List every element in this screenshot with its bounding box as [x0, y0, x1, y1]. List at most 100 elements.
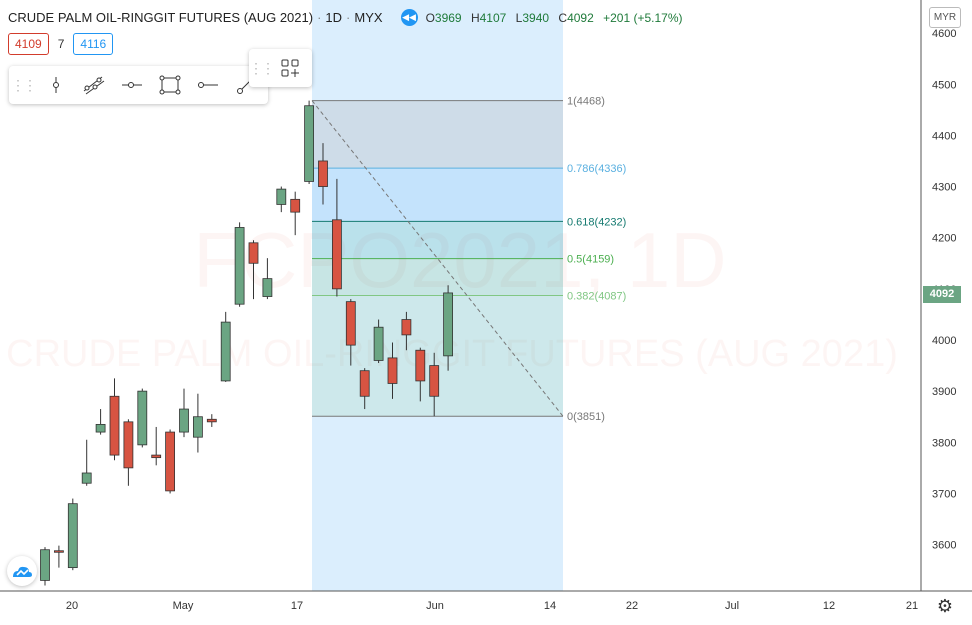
separator-dot: · — [346, 10, 351, 25]
candle — [359, 368, 370, 410]
object-tree-icon[interactable] — [273, 58, 307, 78]
candle-body — [234, 227, 245, 305]
fib-zone — [312, 100, 563, 169]
exchange-label: MYX — [354, 10, 383, 25]
change-value: +201 (+5.17%) — [603, 10, 683, 25]
candle-body — [67, 503, 78, 569]
candle — [318, 143, 328, 205]
candle-body — [165, 431, 176, 492]
candle-body — [206, 418, 217, 423]
time-tick-label: 20 — [66, 600, 78, 612]
candle — [151, 426, 162, 466]
high-label: H — [470, 10, 480, 25]
candle-body — [151, 454, 162, 459]
price-tick-label: 3700 — [932, 488, 956, 500]
candle — [429, 352, 440, 417]
candle-body — [290, 198, 301, 213]
drag-handle-icon[interactable]: ⋮⋮ — [249, 59, 275, 76]
open-label: O — [425, 10, 435, 25]
rectangle-icon[interactable] — [151, 66, 189, 104]
interval-label[interactable]: 1D — [325, 10, 343, 25]
candle-body — [304, 105, 315, 182]
candle — [415, 347, 426, 402]
candle-body — [387, 357, 398, 384]
object-tree-panel: ⋮⋮ — [249, 49, 312, 87]
candle — [95, 409, 106, 435]
parallel-lines-icon[interactable] — [75, 66, 113, 104]
chart-header: CRUDE PALM OIL-RINGGIT FUTURES (AUG 2021… — [8, 9, 683, 26]
tradingview-cloud-icon[interactable] — [7, 556, 37, 586]
drag-handle-icon[interactable]: ⋮⋮ — [11, 76, 37, 93]
price-tick-label: 4200 — [932, 233, 956, 245]
candle — [220, 311, 231, 382]
last-price-label: 4092 — [923, 286, 961, 303]
time-tick-label: Jun — [426, 600, 444, 612]
price-tick-label: 3900 — [932, 386, 956, 398]
candle — [262, 258, 273, 300]
candle — [179, 388, 189, 438]
candle — [67, 498, 78, 571]
candle — [290, 191, 301, 236]
candle — [137, 388, 148, 448]
candle-body — [95, 423, 106, 433]
currency-badge[interactable]: MYR — [929, 7, 961, 28]
ohlc-values: O3969 H4107 L3940 C4092 +201 (+5.17%) — [426, 11, 683, 25]
horizontal-ray-icon[interactable] — [113, 66, 151, 104]
candle — [234, 222, 245, 307]
price-tick-label: 4300 — [932, 182, 956, 194]
horizontal-line-icon[interactable] — [189, 66, 227, 104]
candle-body — [248, 242, 259, 264]
candle — [304, 100, 315, 184]
fib-zone — [312, 221, 563, 259]
symbol-title[interactable]: CRUDE PALM OIL-RINGGIT FUTURES (AUG 2021… — [8, 10, 314, 25]
fib-level-label: 0.382(4087) — [567, 290, 626, 302]
candle-body — [429, 365, 440, 397]
candle-body — [359, 370, 370, 397]
separator-dot: · — [317, 10, 322, 25]
candle-body — [54, 550, 64, 553]
candle-body — [220, 321, 231, 382]
candle-body — [40, 549, 50, 581]
candle-body — [276, 188, 287, 205]
time-tick-label: 22 — [626, 600, 638, 612]
bid-ask-panel: 4109 7 4116 — [8, 33, 114, 55]
time-tick-label: 21 — [906, 600, 918, 612]
candle — [401, 311, 412, 351]
drawing-toolbar: ⋮⋮ — [9, 66, 268, 104]
low-label: L — [515, 10, 523, 25]
candle-body — [192, 416, 203, 438]
rewind-icon[interactable]: ◀◀ — [400, 9, 418, 26]
price-tick-label: 4400 — [932, 130, 956, 142]
fib-level-label: 0.5(4159) — [567, 254, 614, 266]
fib-level-label: 0.618(4232) — [567, 216, 626, 228]
time-tick-label: 14 — [544, 600, 556, 612]
gear-icon[interactable]: ⚙ — [936, 596, 954, 616]
bid-price-button[interactable]: 4109 — [8, 33, 49, 55]
vertical-line-icon[interactable] — [37, 66, 75, 104]
candle — [345, 299, 356, 366]
candle-body — [415, 349, 426, 382]
candle-body — [318, 160, 328, 187]
candle-body — [345, 301, 356, 346]
fib-level-label: 1(4468) — [567, 96, 605, 108]
candle-body — [373, 326, 384, 361]
candle — [54, 545, 64, 568]
time-tick-label: 12 — [823, 600, 835, 612]
close-value: 4092 — [567, 10, 594, 25]
fib-level-label: 0.786(4336) — [567, 163, 626, 175]
candle-body — [401, 319, 412, 336]
spread-value: 7 — [57, 37, 65, 51]
candle-body — [109, 395, 120, 456]
price-tick-label: 4500 — [932, 79, 956, 91]
time-tick-label: May — [173, 600, 194, 612]
candle — [443, 285, 454, 371]
low-value: 3940 — [522, 10, 550, 25]
candle-body — [123, 421, 134, 469]
candle-body — [443, 292, 454, 357]
ask-price-button[interactable]: 4116 — [73, 33, 114, 55]
price-tick-label: 4000 — [932, 335, 956, 347]
watermark-symbol: FCPO2021, 1D — [193, 216, 726, 304]
candle-body — [331, 219, 342, 290]
open-value: 3969 — [434, 10, 462, 25]
